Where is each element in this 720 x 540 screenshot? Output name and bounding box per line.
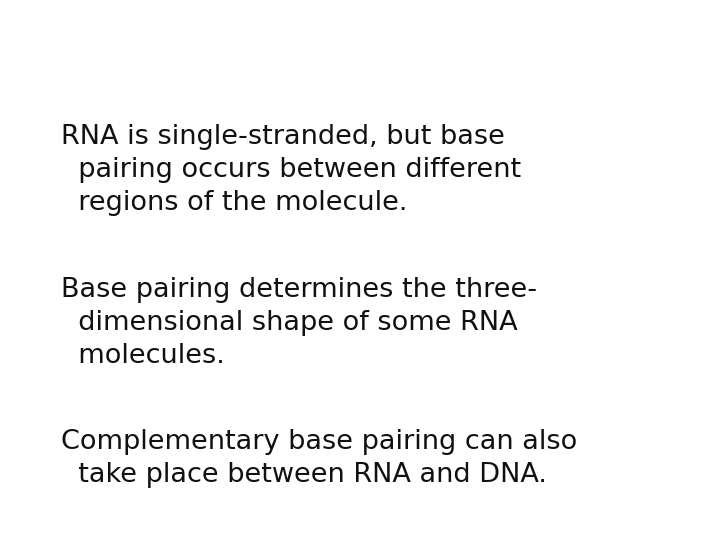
Text: RNA is single-stranded, but base
  pairing occurs between different
  regions of: RNA is single-stranded, but base pairing…	[61, 125, 521, 217]
Text: Complementary base pairing can also
  take place between RNA and DNA.: Complementary base pairing can also take…	[61, 429, 577, 488]
Text: Base pairing determines the three-
  dimensional shape of some RNA
  molecules.: Base pairing determines the three- dimen…	[61, 277, 537, 369]
Text: 4.1 What Are the Chemical Structures and Functions of Nucleic
Acids?: 4.1 What Are the Chemical Structures and…	[9, 16, 703, 59]
